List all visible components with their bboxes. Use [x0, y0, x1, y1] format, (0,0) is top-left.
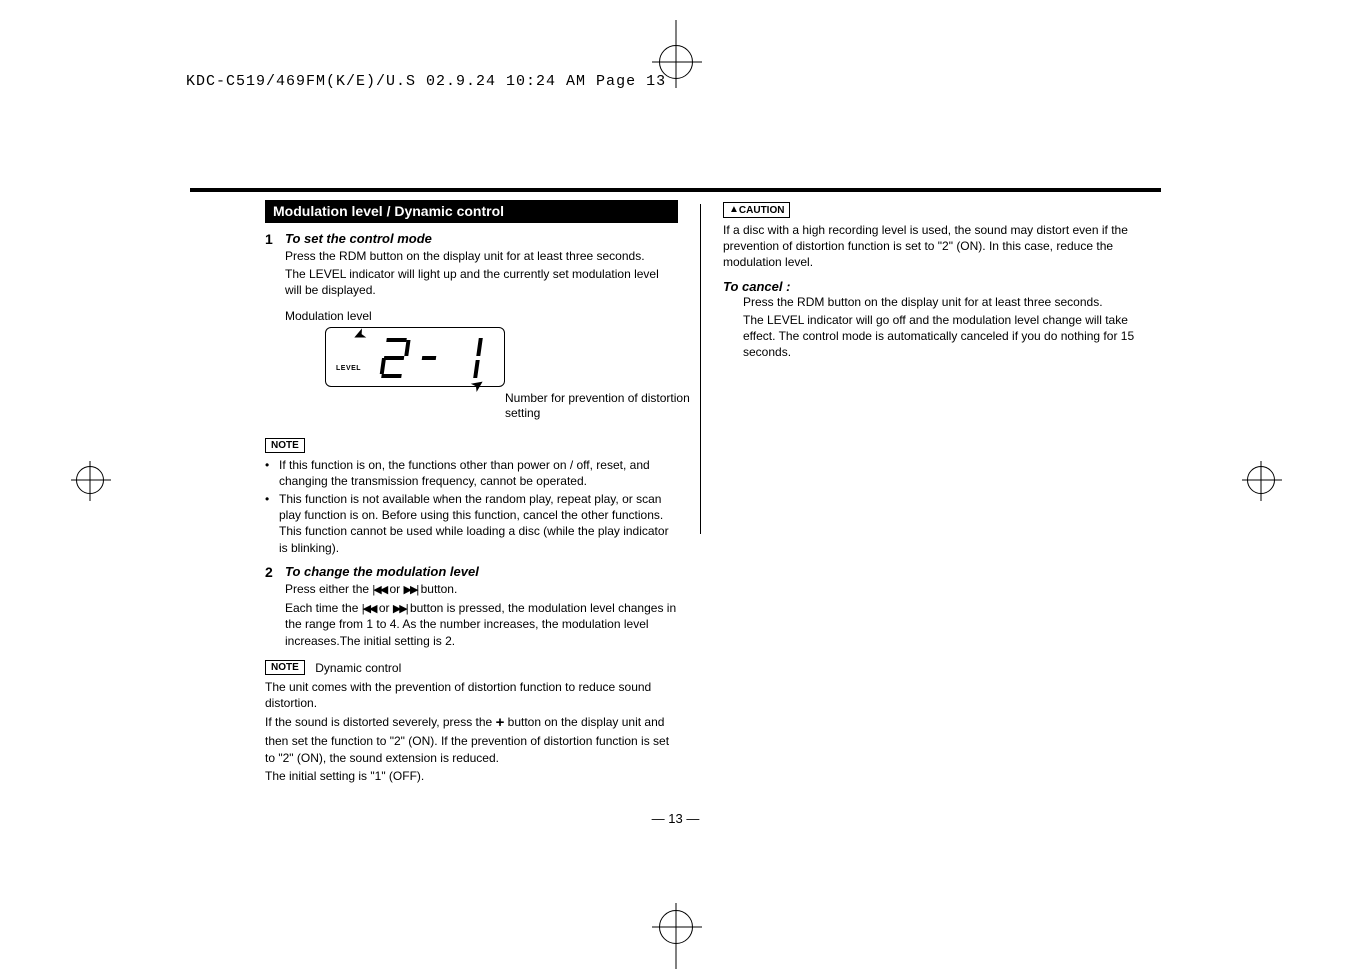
- cancel-p2: The LEVEL indicator will go off and the …: [743, 312, 1136, 361]
- step-2-number: 2: [265, 564, 277, 651]
- bullet-2: This function is not available when the …: [279, 491, 678, 556]
- crop-mark-left: [76, 466, 104, 494]
- column-divider: [700, 204, 701, 534]
- dyn-p3: The initial setting is "1" (OFF).: [265, 768, 678, 784]
- step-1-number: 1: [265, 231, 277, 301]
- caution-triangle-icon: ▲: [729, 204, 739, 215]
- lcd-digit-2: [379, 338, 411, 378]
- print-header: KDC-C519/469FM(K/E)/U.S 02.9.24 10:24 AM…: [186, 73, 666, 90]
- bullet-1: If this function is on, the functions ot…: [279, 457, 678, 489]
- dyn-p2: If the sound is distorted severely, pres…: [265, 713, 678, 766]
- prev-track-icon: |◀◀: [362, 603, 376, 615]
- section-title: Modulation level / Dynamic control: [265, 200, 678, 223]
- step-1: 1 To set the control mode Press the RDM …: [265, 231, 678, 301]
- right-column: ▲CAUTION If a disc with a high recording…: [723, 200, 1136, 814]
- step-1-p2: The LEVEL indicator will light up and th…: [285, 266, 678, 298]
- step-2-title: To change the modulation level: [285, 564, 678, 579]
- next-track-icon: ▶▶|: [404, 584, 418, 596]
- lcd-level-label: LEVEL: [336, 365, 361, 372]
- caution-box: ▲CAUTION: [723, 202, 790, 218]
- dyn-p1: The unit comes with the prevention of di…: [265, 679, 678, 711]
- modulation-level-label: Modulation level: [285, 309, 678, 323]
- lcd-dash: [422, 356, 437, 360]
- note-box: NOTE: [265, 438, 305, 453]
- plus-icon: +: [496, 714, 505, 731]
- crop-mark-top: [659, 45, 693, 79]
- note-bullets: •If this function is on, the functions o…: [265, 457, 678, 556]
- step-2: 2 To change the modulation level Press e…: [265, 564, 678, 651]
- dynamic-control-label: Dynamic control: [315, 661, 401, 675]
- left-column: Modulation level / Dynamic control 1 To …: [265, 200, 678, 814]
- cancel-p1: Press the RDM button on the display unit…: [743, 294, 1136, 310]
- top-rule: [190, 188, 1161, 192]
- caution-text: If a disc with a high recording level is…: [723, 222, 1136, 271]
- step-2-p1: Press either the |◀◀ or ▶▶| button.: [285, 581, 678, 598]
- crop-mark-bottom: [659, 910, 693, 944]
- lcd-digit-1: [463, 338, 483, 378]
- crop-mark-right: [1247, 466, 1275, 494]
- lcd-illustration: ➤ LEVEL ➤ Number: [325, 327, 525, 387]
- prev-track-icon: |◀◀: [372, 584, 386, 596]
- next-track-icon: ▶▶|: [393, 603, 407, 615]
- bullet-icon: •: [265, 457, 273, 489]
- page-number: — 13 —: [652, 811, 700, 826]
- bullet-icon: •: [265, 491, 273, 556]
- content-area: Modulation level / Dynamic control 1 To …: [265, 200, 1136, 814]
- cancel-title: To cancel :: [723, 279, 1136, 294]
- note-box: NOTE: [265, 660, 305, 675]
- step-1-p1: Press the RDM button on the display unit…: [285, 248, 678, 264]
- step-2-p2: Each time the |◀◀ or ▶▶| button is press…: [285, 600, 678, 649]
- lcd-caption: Number for prevention of distortion sett…: [505, 391, 695, 422]
- dynamic-control-note: NOTE Dynamic control: [265, 659, 678, 677]
- step-1-title: To set the control mode: [285, 231, 678, 246]
